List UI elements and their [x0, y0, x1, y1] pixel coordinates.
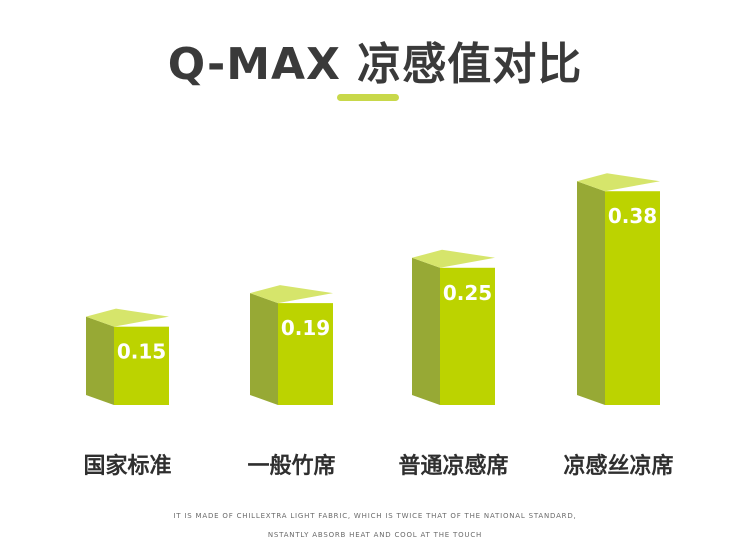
bar-2: 0.19: [250, 285, 333, 405]
bar-top-face: [86, 308, 169, 327]
bar-1: 0.15: [86, 308, 169, 405]
category-label: 普通凉感席: [398, 454, 509, 479]
chart-title: Q-MAX 凉感值对比: [167, 39, 583, 90]
bar-front-face: [114, 326, 169, 405]
bar-value-label: 0.19: [281, 316, 330, 340]
bar-side-face: [577, 181, 605, 405]
bar-3: 0.25: [412, 249, 495, 405]
category-label: 凉感丝凉席: [563, 454, 674, 479]
bar-side-face: [412, 257, 440, 405]
bar-value-label: 0.15: [117, 340, 166, 364]
bar-side-face: [250, 293, 278, 405]
bar-front-face: [440, 267, 495, 405]
footnote-line-1: IT IS MADE OF CHILLEXTRA LIGHT FABRIC, W…: [173, 512, 577, 520]
footnote-line-2: NSTANTLY ABSORB HEAT AND COOL AT THE TOU…: [267, 531, 483, 539]
bar-value-label: 0.38: [608, 204, 657, 228]
title-underline: [337, 94, 399, 101]
category-label: 国家标准: [83, 454, 172, 479]
bar-top-face: [250, 285, 333, 304]
category-label: 一般竹席: [247, 454, 336, 479]
bar-front-face: [605, 191, 660, 405]
bar-side-face: [86, 316, 114, 405]
bar-value-label: 0.25: [443, 281, 492, 305]
bar-top-face: [577, 173, 660, 192]
bar-top-face: [412, 249, 495, 268]
bar-4: 0.38: [577, 173, 660, 405]
bar-front-face: [278, 303, 333, 405]
